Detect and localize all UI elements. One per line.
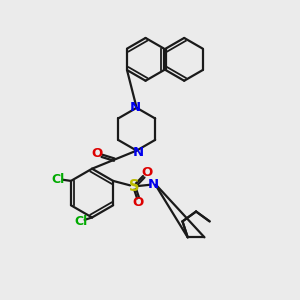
Text: O: O xyxy=(141,166,152,179)
Text: N: N xyxy=(148,178,159,191)
Text: O: O xyxy=(92,147,103,160)
Text: S: S xyxy=(129,179,140,194)
Text: O: O xyxy=(133,196,144,209)
Text: Cl: Cl xyxy=(52,173,65,186)
Text: N: N xyxy=(133,146,144,159)
Text: Cl: Cl xyxy=(74,214,87,227)
Text: N: N xyxy=(130,101,141,114)
